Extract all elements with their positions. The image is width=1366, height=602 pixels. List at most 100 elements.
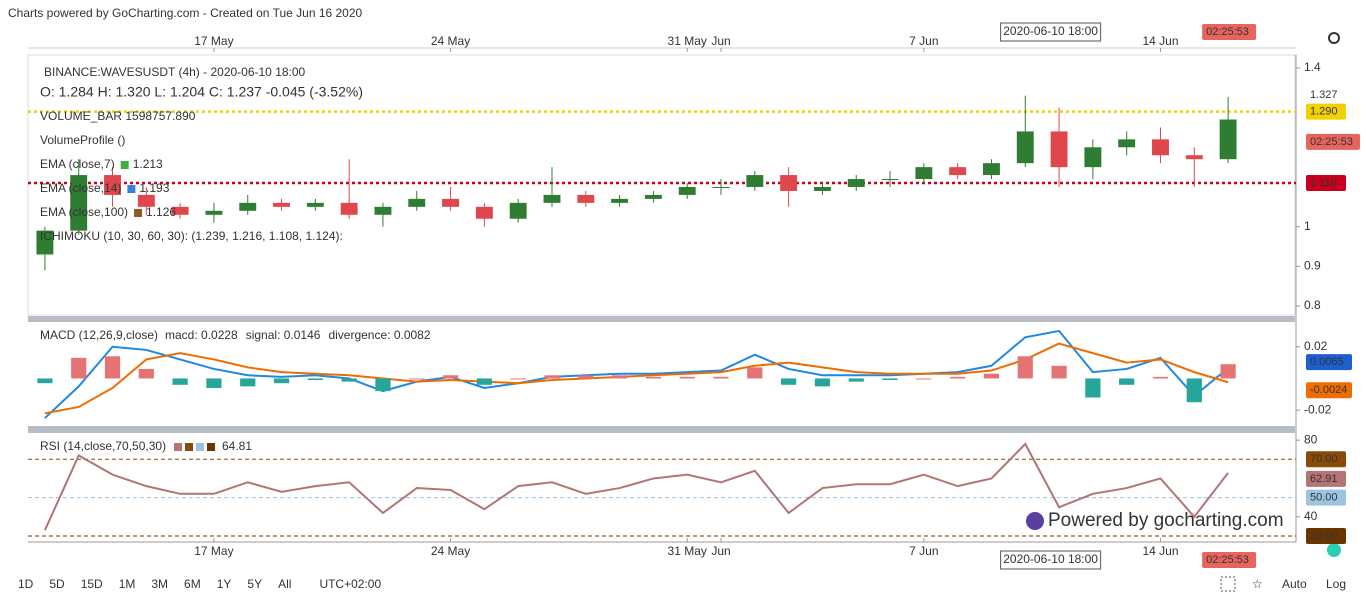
candle-body bbox=[847, 179, 865, 187]
y-tick-label: 40 bbox=[1304, 509, 1318, 523]
scale-mode[interactable]: Log bbox=[1326, 577, 1346, 591]
histogram-bar bbox=[375, 378, 391, 392]
candle-body bbox=[171, 206, 189, 215]
legend-swatch bbox=[185, 443, 193, 451]
candle-body bbox=[678, 186, 696, 195]
toolbar: 1D 5D 15D 1M 3M 6M 1Y 5Y All UTC+02:00 Auto Log bbox=[18, 577, 1346, 591]
histogram-bar bbox=[1152, 376, 1169, 379]
range-button[interactable]: 3M bbox=[151, 577, 168, 591]
legend-swatch bbox=[120, 161, 129, 169]
histogram-bar bbox=[1119, 378, 1135, 385]
candle-body bbox=[611, 198, 629, 203]
rsi-line bbox=[43, 442, 1229, 531]
y-tick-label: 1 bbox=[1304, 219, 1311, 233]
histogram-bar bbox=[442, 375, 459, 379]
legend-entry: EMA (close,7) bbox=[40, 157, 115, 171]
candle-body bbox=[1219, 119, 1237, 160]
x-tick-label: 7 Jun bbox=[909, 544, 938, 558]
histogram-bar bbox=[1085, 378, 1101, 398]
range-button[interactable]: 1D bbox=[18, 577, 34, 591]
histogram-bar bbox=[510, 378, 526, 380]
candle-body bbox=[408, 198, 426, 207]
legend-entry: ICHIMOKU (10, 30, 60, 30): (1.239, 1.216… bbox=[40, 229, 343, 243]
rsi-tag-bg bbox=[1306, 470, 1346, 487]
candle-body bbox=[983, 163, 1000, 176]
crosshair-label-bg bbox=[1000, 550, 1102, 570]
indicator-tag: 0.0065 bbox=[1310, 356, 1344, 368]
candle-body bbox=[1050, 131, 1068, 168]
x-tick-label: 31 May bbox=[668, 544, 707, 558]
legend-entry: VolumeProfile () bbox=[40, 133, 125, 147]
range-button[interactable]: 1Y bbox=[217, 577, 232, 591]
range-button[interactable]: 5Y bbox=[247, 577, 262, 591]
star-icon[interactable]: ☆ bbox=[1252, 577, 1263, 591]
legend-entry: VOLUME_BAR 1598757.890 bbox=[40, 109, 196, 123]
range-button[interactable]: 5D bbox=[49, 577, 65, 591]
level-tag: 50.00 bbox=[1310, 492, 1338, 504]
histogram-bar bbox=[679, 376, 695, 379]
status-dot bbox=[1327, 543, 1341, 557]
x-tick-label: 17 May bbox=[194, 34, 233, 48]
candle-body bbox=[442, 198, 460, 207]
crosshair-label-bg bbox=[1000, 22, 1102, 42]
grid-icon[interactable] bbox=[1220, 576, 1236, 592]
legend-value: 64.81 bbox=[222, 439, 252, 453]
histogram-bar bbox=[138, 368, 154, 379]
histogram-bar bbox=[645, 376, 662, 379]
histogram-bar bbox=[983, 373, 1000, 379]
histogram-bar bbox=[1186, 378, 1202, 403]
x-tick-label: 17 May bbox=[194, 544, 233, 558]
candle-body bbox=[306, 202, 324, 207]
candle-body bbox=[915, 167, 933, 180]
pane-separator bbox=[28, 316, 1295, 322]
level-tag: 30.00 bbox=[1310, 530, 1338, 542]
level-tag-bg bbox=[1306, 527, 1346, 544]
histogram-bar bbox=[206, 378, 222, 388]
settings-icon[interactable] bbox=[1328, 32, 1340, 44]
level-tag: 70.00 bbox=[1310, 453, 1338, 465]
histogram-bar bbox=[71, 357, 87, 379]
candle-body bbox=[746, 175, 764, 187]
legend-entry: macd: 0.0228 bbox=[165, 328, 238, 342]
range-button[interactable]: 6M bbox=[184, 577, 201, 591]
candle-body bbox=[374, 206, 392, 215]
histogram-bar bbox=[848, 378, 864, 382]
candle-body bbox=[780, 175, 798, 191]
indicator-line bbox=[44, 329, 1229, 419]
crosshair-label: 2020-06-10 18:00 bbox=[1003, 24, 1098, 38]
histogram-bar bbox=[307, 378, 323, 381]
countdown-bottom-bg bbox=[1202, 552, 1257, 568]
histogram-bar bbox=[37, 378, 53, 384]
histogram-bar bbox=[713, 376, 729, 379]
histogram-bar bbox=[1220, 364, 1236, 379]
histogram-bar bbox=[104, 356, 121, 379]
candle-body bbox=[813, 186, 831, 191]
candle-body bbox=[949, 167, 967, 176]
histogram-bar bbox=[240, 378, 256, 387]
countdown-top-bg bbox=[1202, 24, 1257, 40]
y-tick-label: 1.4 bbox=[1304, 60, 1321, 74]
range-button[interactable]: All bbox=[278, 577, 291, 591]
candle-body bbox=[644, 194, 662, 199]
watermark-logo bbox=[1026, 512, 1044, 530]
countdown-axis: 02:25:53 bbox=[1310, 136, 1353, 148]
timezone[interactable]: UTC+02:00 bbox=[319, 577, 381, 591]
histogram-bar bbox=[747, 367, 763, 379]
high-tag-bg bbox=[1306, 86, 1346, 103]
indicator-tag: -0.0024 bbox=[1310, 384, 1347, 396]
gear[interactable] bbox=[1328, 32, 1340, 44]
x-tick-label: 14 Jun bbox=[1142, 34, 1178, 48]
legend-swatch bbox=[127, 185, 136, 193]
histogram-bar bbox=[950, 376, 966, 379]
x-tick-label: 7 Jun bbox=[909, 34, 938, 48]
legend-entry: signal: 0.0146 bbox=[246, 328, 321, 342]
range-button[interactable]: 15D bbox=[81, 577, 103, 591]
candle-body bbox=[205, 210, 223, 215]
scale-mode[interactable]: Auto bbox=[1282, 577, 1307, 591]
candle-body bbox=[239, 202, 257, 211]
level-tag-bg bbox=[1306, 451, 1346, 468]
histogram-bar bbox=[1017, 356, 1033, 379]
legend-entry: EMA (close,14) bbox=[40, 181, 121, 195]
range-button[interactable]: 1M bbox=[119, 577, 136, 591]
